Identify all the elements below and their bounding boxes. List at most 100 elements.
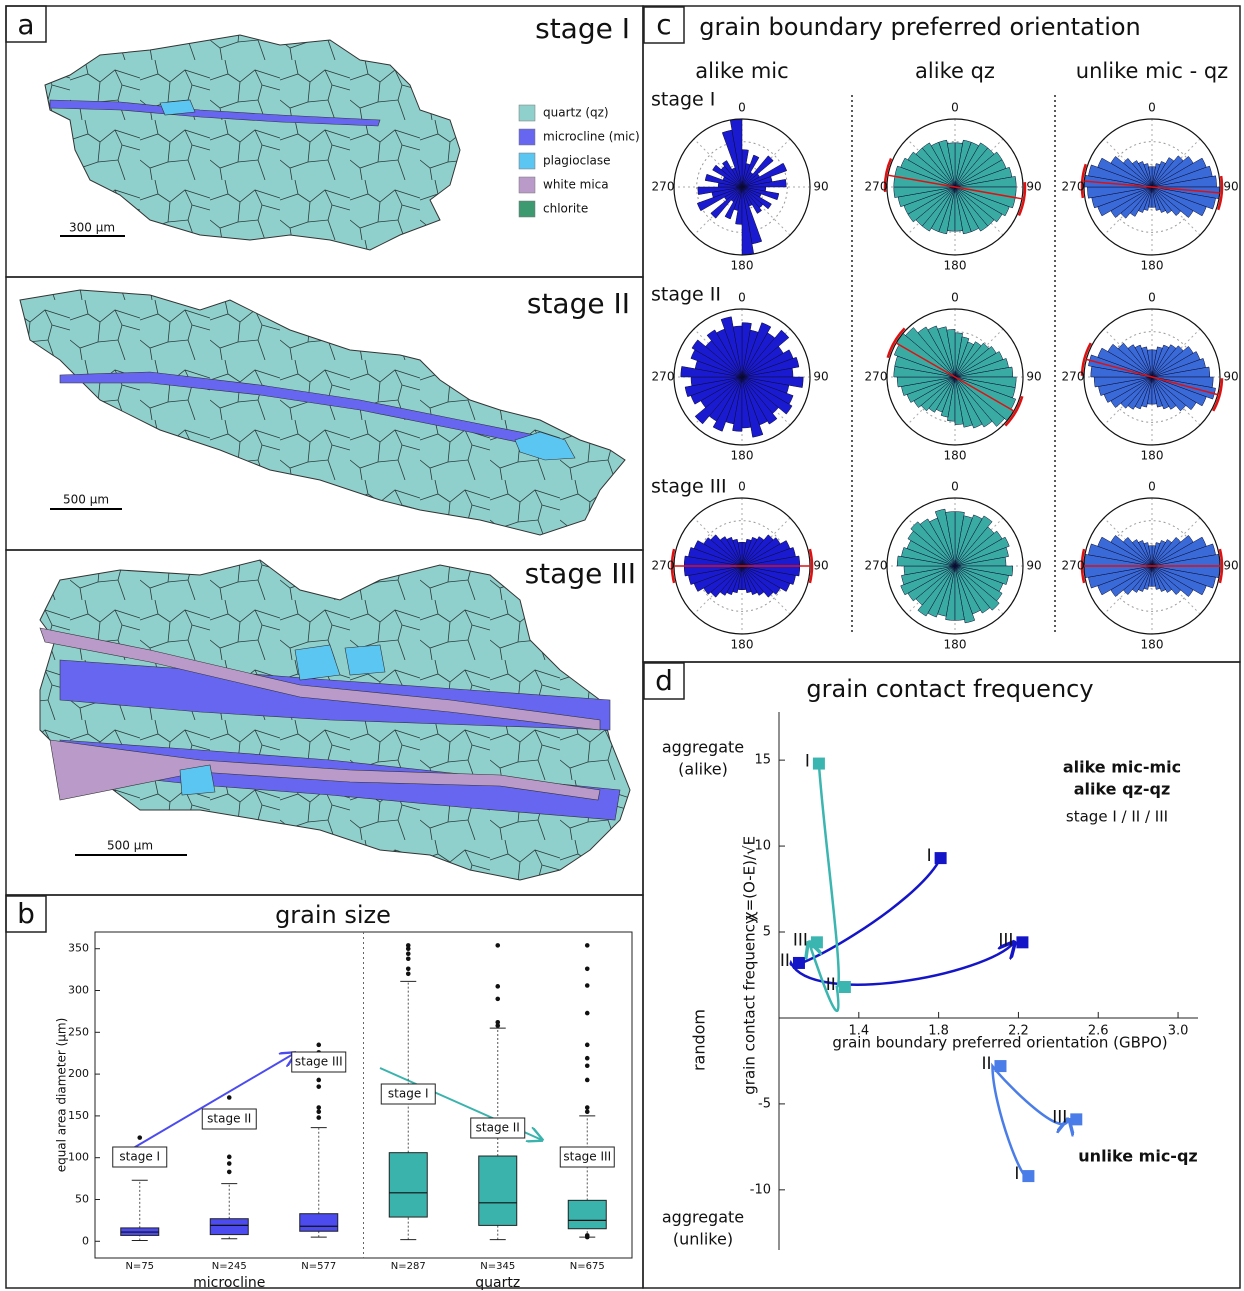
outlier	[584, 966, 590, 972]
petal	[947, 142, 956, 188]
outlier	[137, 1135, 143, 1140]
legend-swatch	[518, 152, 536, 170]
y-tick-label: 300	[68, 984, 89, 997]
petal	[741, 565, 765, 596]
point	[810, 936, 823, 949]
angle-label: 90	[1026, 180, 1041, 194]
point-label: I	[1014, 1164, 1019, 1184]
petal	[1151, 376, 1207, 407]
angle-label: 270	[652, 559, 675, 573]
petal	[1141, 346, 1153, 378]
y-tick-label: 50	[75, 1192, 89, 1205]
panel-letter-box	[643, 662, 685, 700]
angle-label: 270	[652, 180, 675, 194]
y-annotation: random	[690, 1009, 709, 1071]
petal	[1122, 536, 1153, 567]
annotation-box	[291, 1051, 347, 1073]
outlier	[495, 984, 501, 989]
petal	[1151, 565, 1194, 597]
trend-arrow	[129, 1053, 295, 1151]
chart-title: grain boundary preferred orientation	[699, 13, 1141, 41]
outer-ring	[886, 118, 1024, 256]
petal	[1107, 343, 1153, 378]
angle-label: 180	[731, 638, 754, 652]
y-tick-label: 10	[754, 839, 771, 854]
outlier	[584, 1233, 590, 1238]
outlier	[316, 1109, 322, 1115]
point-label: III	[793, 930, 808, 950]
outlier	[316, 1084, 322, 1089]
y-tick-label: -5	[758, 1096, 771, 1111]
outlier	[584, 1042, 590, 1048]
petal	[741, 376, 764, 438]
petal	[741, 565, 758, 596]
angle-label: 270	[652, 370, 675, 384]
petal	[720, 316, 743, 378]
angle-label: 0	[738, 101, 746, 115]
preferred-arc	[1080, 342, 1092, 376]
x-tick-label: 1.4	[848, 1023, 869, 1038]
petal	[703, 537, 743, 567]
point	[1016, 936, 1029, 949]
petal	[706, 329, 743, 378]
petal	[1097, 157, 1153, 188]
petal	[741, 186, 772, 210]
petal	[741, 565, 774, 598]
angle-label: 180	[731, 449, 754, 463]
petal	[910, 521, 956, 567]
scale-label: 300 µm	[69, 221, 115, 235]
grid-ring	[909, 141, 1001, 233]
map-title: stage II	[527, 287, 630, 320]
petal	[1151, 376, 1187, 412]
outlier	[405, 951, 411, 957]
petal	[684, 376, 743, 398]
column-title: alike mic	[695, 59, 788, 83]
legend-swatch	[518, 128, 536, 146]
petal	[917, 326, 956, 378]
petal	[1143, 163, 1153, 188]
petal	[954, 565, 1000, 611]
panel-letter: c	[656, 8, 671, 41]
legend-swatch	[518, 200, 536, 218]
plot-frame	[94, 931, 633, 1259]
x-tick-label: N=287	[391, 1261, 426, 1272]
outlier	[405, 966, 411, 972]
chart-title: grain size	[275, 901, 391, 929]
outlier	[584, 983, 590, 988]
y-tick-label: 5	[763, 925, 771, 940]
outlier	[584, 1055, 590, 1061]
legend-label: chlorite	[543, 202, 588, 216]
petal	[732, 538, 743, 567]
outer-ring	[1083, 118, 1221, 256]
outlier	[495, 1019, 501, 1025]
angle-label: 180	[944, 449, 967, 463]
preferred-arc	[886, 327, 906, 359]
map-stage-2	[19, 289, 626, 536]
angle-label: 270	[1062, 559, 1085, 573]
legend-label: unlike mic-qz	[1078, 1147, 1197, 1166]
petal	[1131, 539, 1153, 567]
legend-label: plagioclase	[543, 154, 611, 168]
petal	[724, 186, 743, 220]
map-stage-1	[44, 34, 461, 251]
petal	[741, 565, 752, 594]
angle-label: 90	[1223, 370, 1238, 384]
petal	[1151, 376, 1170, 410]
angle-label: 0	[738, 291, 746, 305]
annotation: stage I	[119, 1150, 160, 1164]
panel-letter: b	[17, 897, 35, 930]
legend-label: white mica	[543, 178, 609, 192]
legend-label: alike mic-mic	[1063, 758, 1181, 777]
x-tick-label: N=345	[480, 1261, 515, 1272]
legend-label: quartz (qz)	[543, 106, 609, 120]
petal	[1131, 160, 1153, 188]
petal	[741, 376, 752, 429]
outlier	[316, 1115, 322, 1120]
angle-label: 90	[1223, 559, 1238, 573]
x-axis-label: grain boundary preferred orientation (GB…	[832, 1033, 1167, 1051]
annotation: stage III	[295, 1055, 343, 1069]
petal	[927, 325, 956, 378]
point	[792, 956, 805, 969]
petal	[1151, 186, 1166, 213]
point-label: II	[826, 975, 836, 995]
